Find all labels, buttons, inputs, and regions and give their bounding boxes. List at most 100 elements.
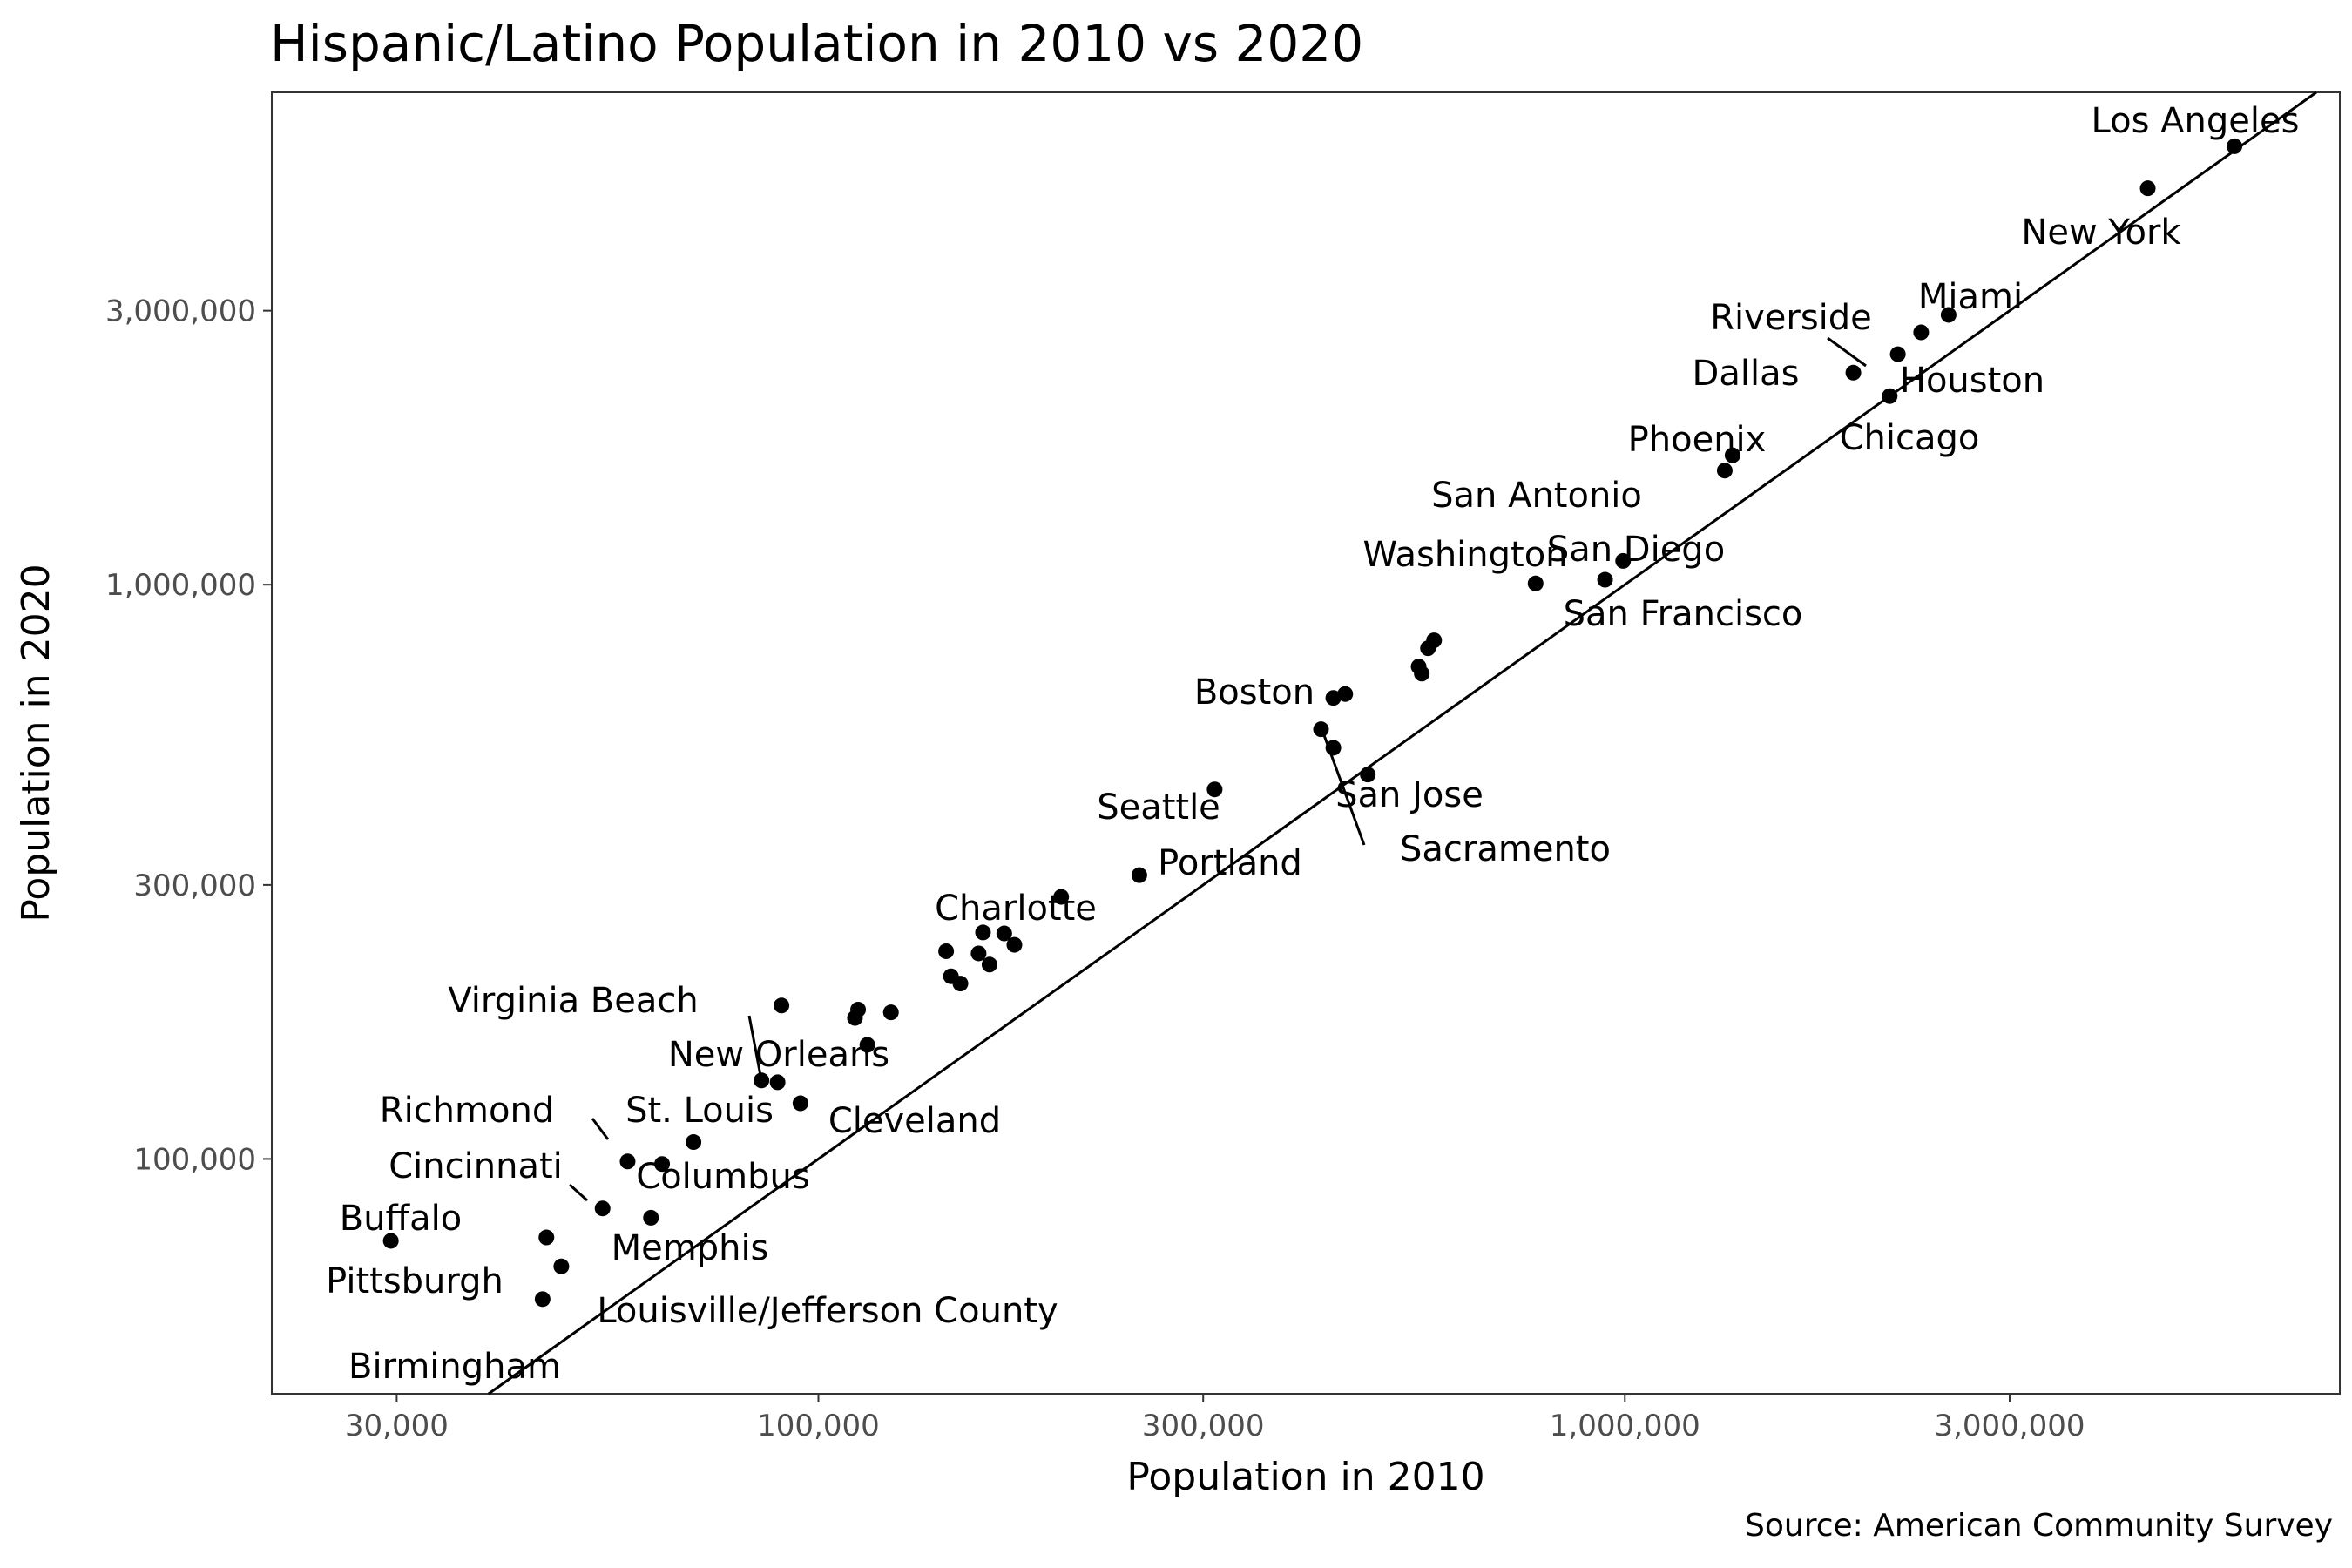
point-label: St. Louis <box>625 1091 774 1131</box>
point-label: Riverside <box>1710 298 1872 338</box>
data-point <box>1527 575 1544 591</box>
data-point <box>534 1291 551 1308</box>
data-point <box>2139 180 2156 197</box>
point-labels: Los Angeles New York Miami Riverside Houston… <box>326 101 2299 1387</box>
data-point <box>1845 364 1862 381</box>
reference-line-layer <box>488 91 2317 1396</box>
point-label: Charlotte <box>935 889 1097 929</box>
x-tick-label: 300,000 <box>1142 1409 1265 1443</box>
point-label: Phoenix <box>1628 420 1767 460</box>
data-point <box>382 1233 399 1249</box>
y-axis-title: Population in 2020 <box>14 564 58 922</box>
data-point <box>981 956 997 973</box>
data-point <box>1716 463 1733 479</box>
data-point <box>754 1072 770 1089</box>
data-point <box>1206 781 1223 798</box>
data-point <box>686 1134 702 1151</box>
data-points <box>382 138 2243 1308</box>
data-point <box>952 976 969 992</box>
point-label: Miami <box>1918 277 2023 317</box>
point-label: Memphis <box>612 1228 769 1268</box>
data-point <box>1131 867 1147 883</box>
source-caption: Source: American Community Survey <box>1745 1508 2333 1544</box>
data-point <box>1615 552 1632 569</box>
data-point <box>774 997 790 1014</box>
data-point <box>1006 936 1023 953</box>
data-point <box>654 1156 671 1173</box>
leader-line <box>1827 336 1867 368</box>
point-label: New York <box>2021 213 2181 253</box>
data-point <box>1360 767 1376 783</box>
data-point <box>996 925 1012 942</box>
data-point <box>1724 447 1740 463</box>
point-label: Sacramento <box>1400 829 1611 869</box>
point-label: Chicago <box>1840 418 1980 458</box>
data-point <box>938 943 955 959</box>
data-point <box>1325 740 1342 756</box>
point-label: Seattle <box>1097 787 1220 828</box>
point-label: Washington <box>1362 535 1567 575</box>
y-tick-label: 1,000,000 <box>105 568 256 603</box>
point-label: New Orleans <box>668 1035 889 1075</box>
data-point <box>2227 138 2243 154</box>
point-label: San Jose <box>1335 775 1484 815</box>
data-point <box>553 1258 570 1274</box>
data-point <box>882 1004 899 1021</box>
data-point <box>792 1095 808 1112</box>
reference-line <box>488 91 2317 1396</box>
data-point <box>1882 388 1898 404</box>
x-tick-label: 3,000,000 <box>1934 1409 2085 1443</box>
point-label: Richmond <box>380 1091 554 1131</box>
data-point <box>538 1229 555 1246</box>
data-point <box>619 1153 636 1170</box>
leader-line <box>568 1183 589 1202</box>
data-point <box>1420 640 1436 657</box>
chart-title: Hispanic/Latino Population in 2010 vs 20… <box>270 14 1364 73</box>
point-label: Portland <box>1158 843 1302 883</box>
point-label: Pittsburgh <box>326 1261 504 1301</box>
point-label: San Diego <box>1547 530 1725 570</box>
point-label: Boston <box>1194 672 1315 713</box>
leader-line <box>747 1015 763 1081</box>
point-label: Dallas <box>1693 354 1800 394</box>
point-label: Cincinnati <box>389 1146 563 1186</box>
point-label: Los Angeles <box>2092 101 2300 141</box>
y-tick-label: 3,000,000 <box>105 294 256 329</box>
data-point <box>769 1074 786 1091</box>
point-label: Virginia Beach <box>448 981 698 1021</box>
point-label: Louisville/Jefferson County <box>597 1291 1058 1331</box>
point-label: Houston <box>1900 361 2044 401</box>
x-axis: 30,000 100,000 300,000 1,000,000 3,000,000 <box>345 1394 2085 1443</box>
x-tick-label: 1,000,000 <box>1550 1409 1700 1443</box>
data-point <box>1414 666 1430 682</box>
data-point <box>643 1209 659 1226</box>
data-point <box>975 924 991 941</box>
point-label: San Antonio <box>1431 476 1642 516</box>
y-axis: 100,000 300,000 1,000,000 3,000,000 <box>105 294 272 1177</box>
data-point <box>1889 346 1906 362</box>
x-axis-title: Population in 2010 <box>1126 1455 1484 1499</box>
data-point <box>1313 721 1329 738</box>
data-point <box>847 1010 863 1026</box>
plot-panel <box>271 91 2341 1395</box>
data-point <box>1325 690 1342 706</box>
x-tick-label: 30,000 <box>345 1409 449 1443</box>
data-point <box>859 1037 875 1053</box>
data-point <box>970 945 987 962</box>
y-tick-label: 300,000 <box>133 868 256 903</box>
point-label: Columbus <box>636 1157 809 1197</box>
point-label: Cleveland <box>828 1101 1001 1141</box>
x-tick-label: 100,000 <box>757 1409 880 1443</box>
data-point <box>1913 324 1930 341</box>
point-label: Birmingham <box>348 1347 561 1387</box>
data-point <box>1337 686 1354 702</box>
y-tick-label: 100,000 <box>133 1142 256 1177</box>
point-label: Buffalo <box>340 1199 462 1239</box>
leader-line <box>591 1118 610 1140</box>
data-point <box>1597 571 1613 588</box>
data-point <box>1940 307 1957 323</box>
point-label: San Francisco <box>1564 594 1803 634</box>
data-point <box>1053 889 1070 905</box>
data-point <box>594 1200 611 1217</box>
